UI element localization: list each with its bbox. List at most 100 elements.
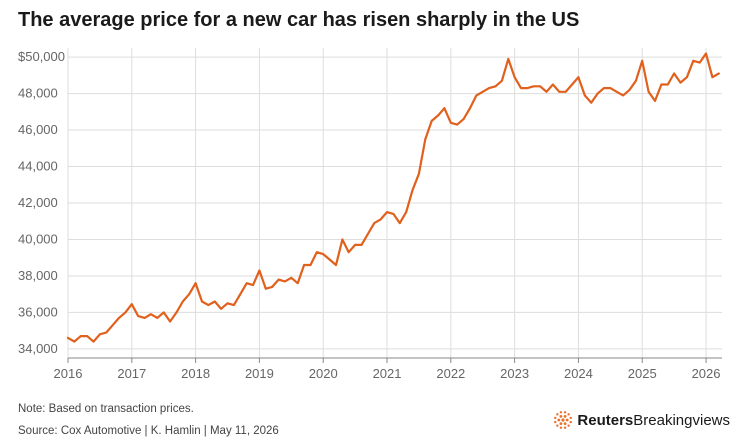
data-point — [239, 293, 242, 296]
data-point — [647, 90, 650, 93]
data-point — [264, 287, 267, 290]
data-point — [226, 302, 229, 305]
logo-dot — [554, 416, 557, 420]
data-point — [271, 286, 274, 288]
data-point — [156, 317, 159, 319]
data-point — [92, 340, 95, 343]
data-point — [398, 222, 401, 225]
data-point — [622, 94, 624, 97]
logo-dot — [564, 422, 567, 426]
data-point — [392, 213, 395, 215]
data-point — [705, 52, 707, 55]
data-point — [481, 90, 484, 93]
data-point — [520, 87, 522, 89]
data-point — [564, 90, 567, 93]
data-point — [341, 238, 344, 241]
data-point — [386, 211, 388, 214]
data-point — [513, 76, 516, 79]
data-point — [99, 333, 101, 336]
data-point — [245, 282, 248, 285]
data-point — [258, 269, 261, 272]
logo-dot — [569, 416, 573, 420]
data-point — [335, 264, 337, 266]
y-tick-label: 44,000 — [18, 159, 58, 174]
logo-dot — [560, 411, 563, 414]
data-point — [558, 90, 561, 93]
data-point — [628, 89, 631, 91]
data-point — [118, 317, 120, 319]
data-point — [213, 300, 216, 303]
data-point — [532, 85, 535, 88]
data-point — [309, 264, 312, 266]
y-tick-label: 34,000 — [18, 341, 58, 356]
data-point — [475, 94, 478, 97]
data-point — [322, 253, 325, 256]
data-point — [469, 107, 471, 110]
y-axis-labels: 34,000 36,000 38,000 40,000 42,000 44,000 46,0… — [18, 49, 65, 356]
data-point — [220, 307, 223, 310]
series-group — [66, 52, 720, 343]
data-point — [354, 244, 356, 246]
y-tick-label: 42,000 — [18, 195, 58, 210]
x-tick-label: 2018 — [181, 366, 210, 381]
data-point — [596, 92, 599, 95]
data-point — [73, 340, 76, 343]
data-point — [379, 218, 382, 221]
chart-title: The average price for a new car has rise… — [18, 9, 580, 31]
data-point — [462, 118, 465, 120]
data-point — [577, 76, 580, 79]
data-point — [233, 304, 235, 306]
series-line — [66, 52, 720, 343]
data-point — [201, 300, 203, 303]
reuters-dot-logo-icon — [554, 411, 573, 429]
y-tick-label: 46,000 — [18, 122, 58, 137]
y-tick-label: 48,000 — [18, 86, 58, 101]
logo-dot — [560, 426, 563, 429]
logo-dot — [556, 424, 559, 427]
brand-name-bold: Reuters — [577, 411, 634, 429]
data-point — [277, 278, 280, 281]
data-point — [443, 107, 446, 110]
data-point — [717, 72, 720, 75]
data-point — [437, 114, 439, 117]
x-axis-labels: 2016 2017 2018 2019 2020 2021 2022 2023 2024 2025… — [54, 366, 721, 381]
data-point — [284, 280, 286, 283]
data-point — [666, 83, 669, 86]
data-point — [328, 258, 331, 261]
x-tick-label: 2025 — [628, 366, 657, 381]
x-tick-label: 2023 — [500, 366, 529, 381]
data-point — [430, 120, 433, 122]
data-point — [539, 85, 542, 88]
x-tick-label: 2021 — [373, 366, 402, 381]
logo-dot — [564, 414, 567, 418]
logo-dot — [554, 420, 557, 424]
data-point — [609, 87, 612, 89]
data-point — [169, 320, 172, 323]
data-point — [181, 300, 184, 303]
data-point — [603, 87, 605, 89]
data-point — [67, 337, 69, 339]
data-point — [347, 251, 350, 254]
logo-dot — [556, 413, 559, 416]
data-point — [111, 324, 114, 327]
brand-logo: Reuters Breakingviews — [553, 410, 730, 430]
data-point — [162, 311, 165, 314]
logo-dot — [564, 411, 567, 414]
data-point — [150, 313, 152, 316]
data-point — [373, 222, 376, 225]
x-tick-label: 2017 — [117, 366, 146, 381]
logo-dot — [564, 426, 567, 429]
data-point — [290, 276, 293, 279]
x-tick-label: 2026 — [692, 366, 721, 381]
logo-dot — [567, 424, 571, 427]
data-point — [143, 317, 146, 319]
y-tick-label: 40,000 — [18, 231, 58, 246]
x-tick-label: 2022 — [436, 366, 465, 381]
logo-dot — [559, 422, 563, 426]
data-point — [692, 59, 695, 62]
logo-dot — [559, 414, 563, 418]
data-point — [711, 76, 714, 79]
line-chart: 34,000 36,000 38,000 40,000 42,000 44,000 46,0… — [18, 48, 722, 381]
data-point — [654, 100, 656, 102]
data-point — [105, 331, 108, 334]
